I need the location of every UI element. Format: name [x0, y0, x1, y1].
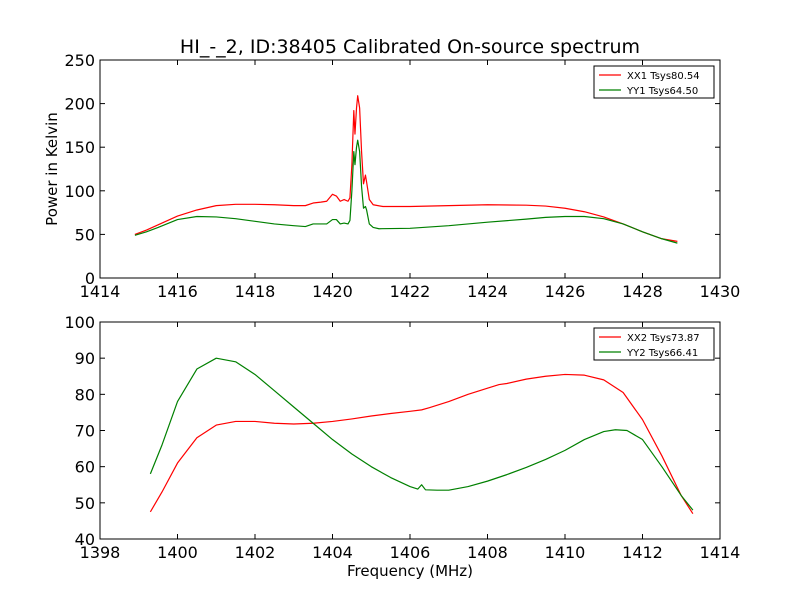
x-tick-label-2-0: 1398 [80, 543, 121, 562]
series-line-1-2 [134, 139, 678, 244]
chart-panel-2: 1398 1400 1402 1404 1406 1408 1410 1412 1414 40 50… [64, 313, 740, 580]
y-tick-label-2-5: 90 [75, 349, 95, 368]
y-axis-label-1: Power in Kelvin [43, 112, 61, 226]
y-tick-label-1-1: 50 [75, 225, 95, 244]
y-tick-label-1-5: 250 [64, 51, 95, 70]
x-tick-label-2-7: 1412 [622, 543, 663, 562]
chart-panel-1: 1414 1416 1418 1420 1422 1424 1426 1428 1430 0 50 1… [43, 36, 740, 301]
y-tick-label-2-1: 50 [75, 494, 95, 513]
series-line-1-1 [134, 95, 678, 242]
series-line-2-2 [149, 357, 694, 511]
legend-label-2-1: XX2 Tsys73.87 [627, 333, 700, 344]
y-tick-label-1-0: 0 [85, 269, 95, 288]
legend-label-1-2: YY1 Tsys64.50 [626, 86, 698, 97]
y-tick-label-1-2: 100 [64, 182, 95, 201]
x-tick-label-2-4: 1406 [390, 543, 431, 562]
x-tick-label-2-8: 1414 [700, 543, 741, 562]
chart-title-1: HI_-_2, ID:38405 Calibrated On-source sp… [180, 36, 640, 58]
y-tick-label-2-3: 70 [75, 422, 95, 441]
y-tick-label-1-3: 150 [64, 138, 95, 157]
x-tick-label-2-6: 1410 [545, 543, 586, 562]
series-line-2-1 [149, 373, 694, 515]
y-tick-label-1-4: 200 [64, 95, 95, 114]
legend-label-1-1: XX1 Tsys80.54 [627, 71, 700, 82]
y-tick-label-2-2: 60 [75, 458, 95, 477]
x-tick-label-2-5: 1408 [467, 543, 508, 562]
x-tick-label-1-7: 1428 [622, 282, 663, 301]
x-tick-label-1-8: 1430 [700, 282, 741, 301]
legend-label-2-2: YY2 Tsys66.41 [626, 348, 698, 359]
x-tick-label-1-0: 1414 [80, 282, 121, 301]
x-tick-label-2-1: 1400 [157, 543, 198, 562]
x-axis-label-2: Frequency (MHz) [347, 562, 473, 580]
y-tick-label-2-4: 80 [75, 385, 95, 404]
legend-box-2 [593, 327, 715, 361]
y-tick-label-2-6: 100 [64, 313, 95, 332]
y-tick-label-2-0: 40 [75, 530, 95, 549]
x-tick-label-2-2: 1402 [235, 543, 276, 562]
x-tick-label-1-3: 1420 [312, 282, 353, 301]
x-tick-label-1-1: 1416 [157, 282, 198, 301]
x-tick-label-1-6: 1426 [545, 282, 586, 301]
x-tick-label-1-2: 1418 [235, 282, 276, 301]
x-tick-label-1-4: 1422 [390, 282, 431, 301]
legend-box-1 [593, 65, 715, 99]
x-tick-label-1-5: 1424 [467, 282, 508, 301]
x-tick-label-2-3: 1404 [312, 543, 353, 562]
